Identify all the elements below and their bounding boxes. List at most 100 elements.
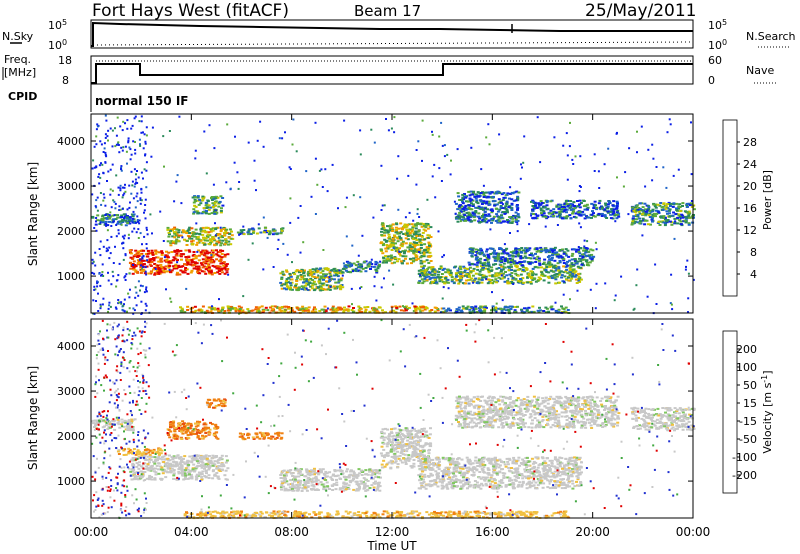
noise-cell (135, 221, 138, 224)
noise-cell (593, 170, 596, 172)
heatmap-cell (188, 232, 191, 234)
heatmap-cell (516, 254, 520, 257)
noise-cell (109, 305, 112, 308)
noise-cell (120, 301, 123, 304)
noise-cell (277, 238, 280, 241)
noise-cell (447, 287, 450, 290)
noise-cell (388, 269, 391, 272)
heatmap-cell (484, 275, 488, 278)
heatmap-cell (216, 271, 220, 274)
noise-cell (503, 249, 506, 252)
heatmap-cell (600, 215, 604, 217)
heatmap-cell (479, 262, 483, 265)
noise-cell (305, 170, 308, 173)
nsky-trace (91, 21, 693, 47)
noise-cell (370, 128, 373, 131)
heatmap-cell (295, 306, 299, 309)
heatmap-cell (604, 204, 608, 207)
date-label: 25/May/2011 (585, 1, 697, 21)
noise-cell (145, 290, 148, 293)
heatmap-cell (311, 282, 315, 285)
heatmap-cell (565, 254, 569, 257)
heatmap-cell (219, 262, 223, 265)
noise-cell (266, 236, 269, 239)
heatmap-cell (547, 249, 551, 252)
heatmap-cell (314, 277, 317, 280)
heatmap-cell (213, 463, 217, 466)
noise-cell (93, 166, 96, 169)
heatmap-cell (200, 253, 204, 256)
noise-cell (123, 192, 126, 195)
heatmap-cell (531, 272, 534, 275)
noise-cell (104, 153, 107, 156)
noise-cell (105, 119, 108, 122)
noise-cell (357, 254, 360, 257)
noise-cell (135, 231, 138, 234)
noise-cell (143, 209, 146, 212)
heatmap-cell (200, 466, 204, 469)
heatmap-cell (438, 278, 442, 280)
heatmap-cell (312, 271, 316, 274)
heatmap-cell (514, 218, 518, 221)
heatmap-cell (252, 230, 256, 233)
heatmap-cell (373, 310, 377, 313)
heatmap-cell (468, 266, 472, 269)
heatmap-cell (506, 211, 509, 214)
noise-cell (686, 259, 689, 262)
noise-cell (547, 216, 550, 218)
heatmap-cell (213, 201, 217, 204)
heatmap-cell (493, 309, 497, 312)
heatmap-cell (403, 223, 407, 226)
noise-cell (103, 196, 106, 199)
heatmap-cell (205, 265, 209, 268)
heatmap-cell (388, 236, 391, 238)
noise-cell (136, 170, 138, 172)
heatmap-cell (215, 467, 219, 470)
heatmap-cell (175, 232, 179, 235)
heatmap-cell (209, 421, 212, 424)
heatmap-cell (406, 246, 410, 249)
noise-cell (131, 180, 134, 183)
heatmap-cell (167, 433, 171, 436)
noise-cell (383, 204, 386, 207)
heatmap-cell (399, 254, 403, 257)
heatmap-cell (169, 469, 173, 472)
heatmap-cell (468, 308, 472, 311)
heatmap-cell (382, 227, 386, 230)
heatmap-cell (506, 257, 510, 260)
noise-cell (359, 153, 362, 156)
cpid-value: normal 150 IF (95, 94, 189, 108)
heatmap-cell (419, 244, 423, 246)
noise-cell (117, 274, 120, 277)
heatmap-cell (173, 257, 177, 260)
heatmap-cell (198, 465, 201, 467)
heatmap-cell (125, 425, 129, 427)
heatmap-cell (207, 256, 210, 259)
heatmap-cell (487, 265, 491, 268)
heatmap-cell (285, 305, 288, 308)
heatmap-cell (254, 306, 258, 309)
heatmap-cell (381, 225, 385, 228)
heatmap-cell (357, 305, 361, 308)
heatmap-cell (390, 241, 394, 244)
noise-cell (115, 285, 118, 288)
heatmap-cell (166, 466, 170, 469)
noise-cell (350, 287, 353, 290)
heatmap-cell (134, 265, 138, 268)
heatmap-cell (638, 222, 642, 225)
heatmap-cell (298, 308, 302, 311)
heatmap-cell (478, 270, 482, 273)
noise-cell (127, 237, 130, 240)
heatmap-cell (540, 271, 544, 274)
heatmap-cell (483, 308, 487, 311)
heatmap-cell (408, 246, 412, 249)
noise-cell (142, 255, 145, 257)
heatmap-cell (183, 238, 186, 241)
noise-cell (597, 170, 600, 173)
heatmap-cell (534, 280, 538, 283)
heatmap-cell (436, 309, 440, 312)
heatmap-cell (180, 470, 184, 472)
heatmap-cell (396, 260, 399, 263)
heatmap-cell (149, 466, 153, 469)
heatmap-cell (571, 212, 574, 215)
